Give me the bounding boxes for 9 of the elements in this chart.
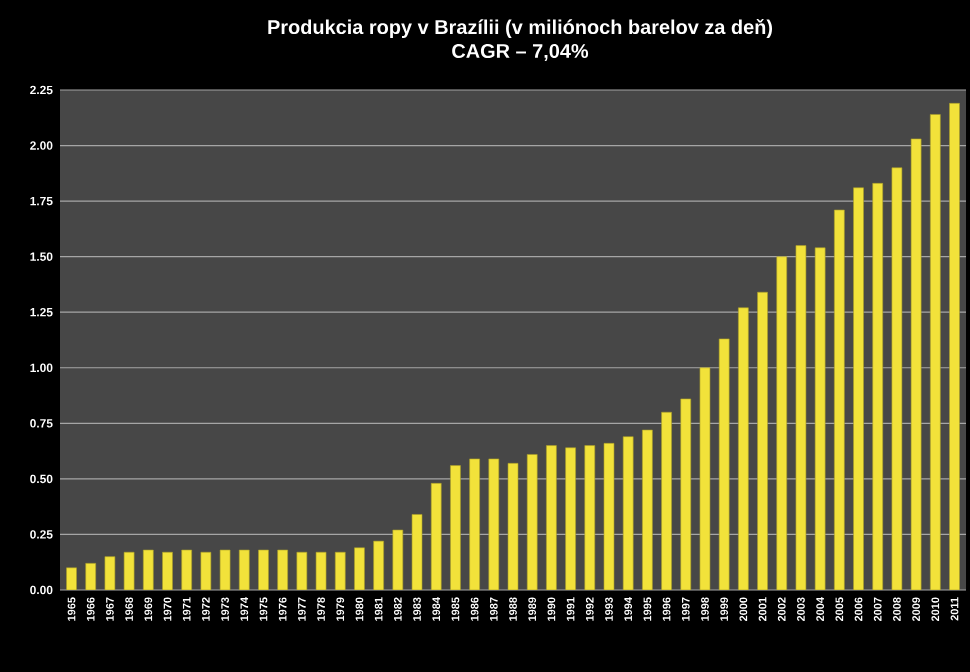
chart-subtitle: CAGR – 7,04% bbox=[452, 43, 589, 61]
bar bbox=[949, 103, 960, 590]
bar bbox=[930, 114, 941, 590]
bar bbox=[853, 187, 864, 590]
bar bbox=[834, 209, 845, 590]
bar bbox=[738, 307, 749, 590]
bar bbox=[776, 256, 788, 590]
bar bbox=[872, 183, 884, 590]
chart-title: Produkcia ropy v Brazílii (v miliónoch barelov za deň) bbox=[268, 19, 773, 39]
